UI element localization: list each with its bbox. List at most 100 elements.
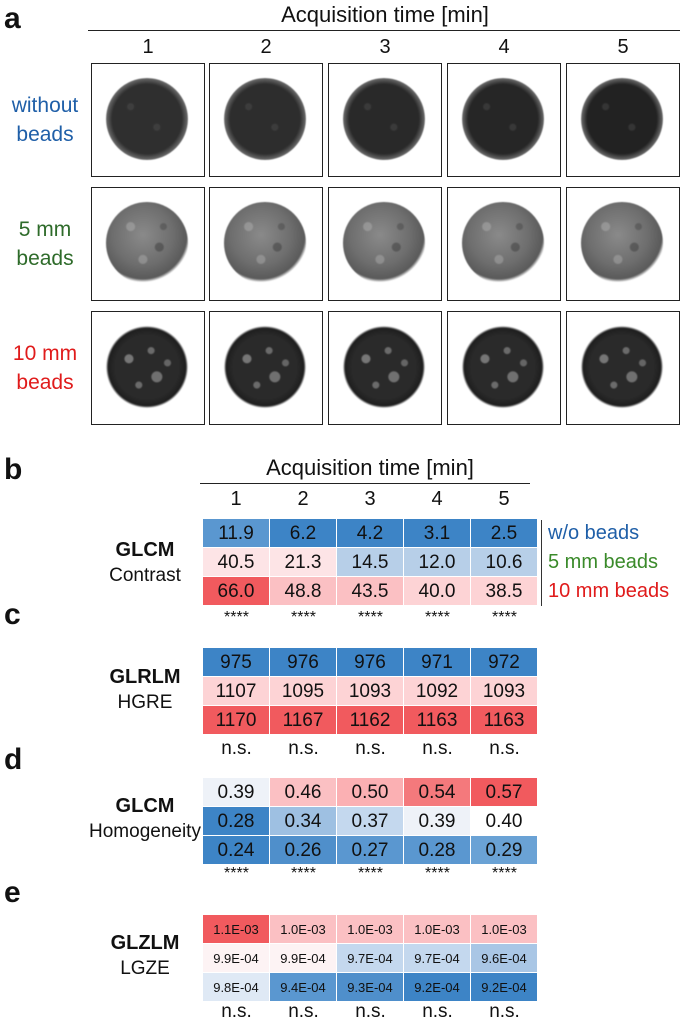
heatmap-cell: 1095	[270, 677, 337, 706]
column-number: 2	[297, 488, 309, 510]
heatmap-cell: 11.9	[203, 519, 270, 548]
heatmap-cell: 1.0E-03	[337, 915, 404, 944]
heatmap-cell: 3.1	[404, 519, 471, 548]
column-number: 3	[364, 488, 376, 510]
heatmap-cell: 1.1E-03	[203, 915, 270, 944]
significance-label: ****	[492, 865, 517, 882]
panel-e-metric-sub: LGZE	[120, 958, 170, 979]
phantom-disc	[106, 78, 188, 160]
phantom-disc	[581, 202, 663, 284]
scan-image	[209, 187, 323, 301]
significance-label: n.s.	[355, 738, 386, 759]
scan-image	[91, 187, 205, 301]
row-label-line: without	[11, 94, 79, 117]
column-number: 5	[617, 36, 629, 58]
phantom-disc	[462, 202, 544, 284]
significance-label: n.s.	[489, 1001, 520, 1022]
heatmap-cell: 0.57	[471, 778, 538, 807]
heatmap-cell: 0.29	[471, 836, 538, 865]
phantom-disc	[106, 202, 188, 284]
scan-image	[447, 63, 561, 177]
heatmap-cell: 0.40	[471, 807, 538, 836]
heatmap-cell: 9.7E-04	[337, 944, 404, 973]
heatmap-cell: 2.5	[471, 519, 538, 548]
significance-label: ****	[291, 609, 316, 626]
phantom-disc	[106, 326, 188, 408]
scan-image	[447, 187, 561, 301]
heatmap-cell: 1107	[203, 677, 270, 706]
heatmap-cell: 0.28	[404, 836, 471, 865]
panel-c-letter: c	[4, 598, 21, 631]
legend-bracket	[541, 520, 542, 606]
significance-label: n.s.	[489, 738, 520, 759]
heatmap-cell: 9.2E-04	[404, 973, 471, 1002]
phantom-disc	[343, 326, 425, 408]
panel-c-metric: GLRLM	[109, 666, 181, 688]
significance-label: ****	[425, 865, 450, 882]
panel-a-title: Acquisition time [min]	[281, 2, 489, 27]
column-number: 3	[379, 36, 391, 58]
heatmap-cell: 10.6	[471, 548, 538, 577]
legend-entry: 5 mm beads	[548, 551, 659, 573]
significance-label: ****	[224, 865, 249, 882]
heatmap-cell: 9.9E-04	[270, 944, 337, 973]
heatmap-cell: 9.9E-04	[203, 944, 270, 973]
heatmap-cell: 0.50	[337, 778, 404, 807]
phantom-disc	[462, 326, 544, 408]
heatmap-cell: 0.26	[270, 836, 337, 865]
heatmap-cell: 0.46	[270, 778, 337, 807]
heatmap-cell: 1170	[203, 706, 270, 735]
row-label: 5 mm beads	[0, 215, 90, 273]
heatmap-cell: 0.28	[203, 807, 270, 836]
scan-image	[328, 311, 442, 425]
phantom-disc	[462, 78, 544, 160]
column-number: 5	[498, 488, 510, 510]
row-label: without beads	[0, 91, 90, 149]
heatmap-cell: 0.34	[270, 807, 337, 836]
heatmap-cell: 43.5	[337, 577, 404, 606]
scan-image	[328, 187, 442, 301]
heatmap-cell: 0.24	[203, 836, 270, 865]
row-label-line: 10 mm	[12, 342, 78, 365]
panel-a-axis-rule	[88, 30, 680, 31]
heatmap-cell: 40.0	[404, 577, 471, 606]
column-number: 1	[230, 488, 242, 510]
heatmap-cell: 976	[270, 648, 337, 677]
heatmap-cell: 40.5	[203, 548, 270, 577]
heatmap-cell: 1162	[337, 706, 404, 735]
heatmap-cell: 0.39	[404, 807, 471, 836]
row-label-line: beads	[16, 371, 74, 394]
phantom-disc	[224, 326, 306, 408]
heatmap-cell: 971	[404, 648, 471, 677]
scan-image	[328, 63, 442, 177]
panel-c-metric-sub: HGRE	[117, 692, 173, 713]
significance-label: ****	[425, 609, 450, 626]
phantom-disc	[581, 78, 663, 160]
heatmap-cell: 1163	[471, 706, 538, 735]
legend-entry: w/o beads	[548, 522, 640, 544]
heatmap-cell: 1163	[404, 706, 471, 735]
significance-label: ****	[492, 609, 517, 626]
heatmap-cell: 9.7E-04	[404, 944, 471, 973]
heatmap-cell: 1093	[337, 677, 404, 706]
heatmap-cell: 38.5	[471, 577, 538, 606]
row-label-line: beads	[16, 123, 74, 146]
heatmap-cell: 6.2	[270, 519, 337, 548]
significance-label: ****	[224, 609, 249, 626]
heatmap-cell: 48.8	[270, 577, 337, 606]
significance-label: ****	[291, 865, 316, 882]
phantom-disc	[343, 202, 425, 284]
column-number: 1	[142, 36, 154, 58]
scan-image	[91, 311, 205, 425]
heatmap-cell: 1.0E-03	[404, 915, 471, 944]
row-label-line: beads	[16, 247, 74, 270]
heatmap-cell: 976	[337, 648, 404, 677]
heatmap-cell: 0.27	[337, 836, 404, 865]
significance-label: n.s.	[221, 1001, 252, 1022]
scan-image	[91, 63, 205, 177]
significance-label: n.s.	[422, 1001, 453, 1022]
heatmap-cell: 9.8E-04	[203, 973, 270, 1002]
heatmap-cell: 21.3	[270, 548, 337, 577]
heatmap-cell: 1092	[404, 677, 471, 706]
heatmap-cell: 1093	[471, 677, 538, 706]
